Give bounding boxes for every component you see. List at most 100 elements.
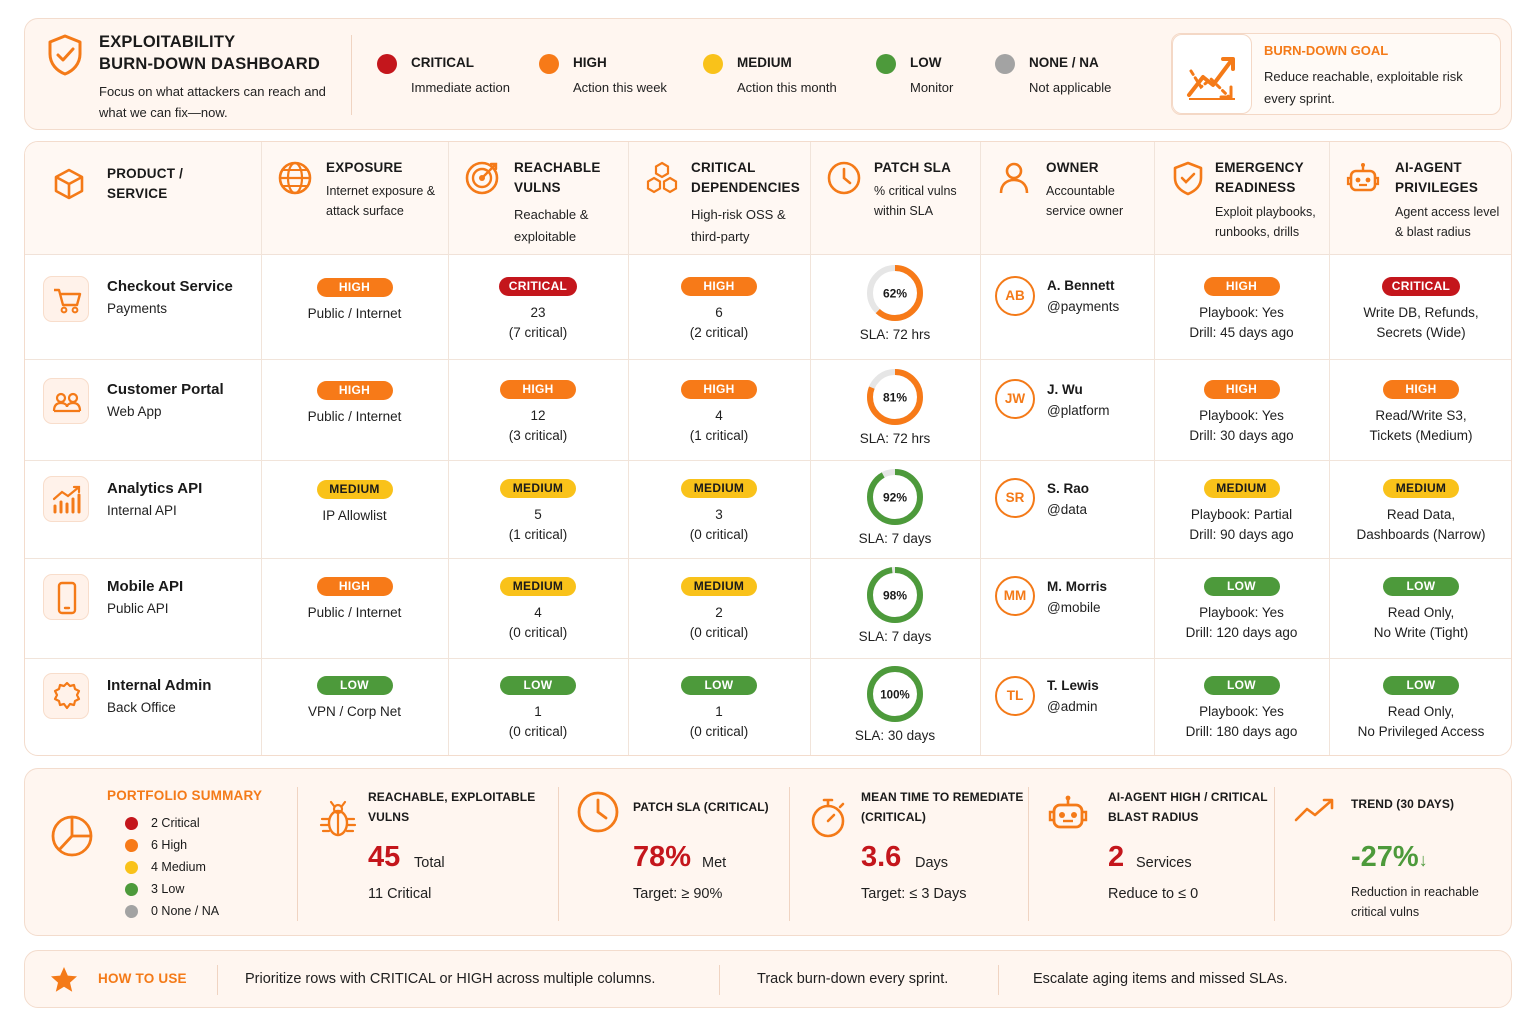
agent-scope-text: No Privileged Access xyxy=(1357,724,1485,739)
agent-scope-text: Dashboards (Narrow) xyxy=(1356,527,1486,542)
severity-badge: HIGH xyxy=(316,381,393,400)
readiness-cell: HIGH Playbook: Yes Drill: 30 days ago xyxy=(1154,380,1329,446)
legend-label: NONE / NA xyxy=(1029,55,1099,70)
readiness-cell: LOW Playbook: Yes Drill: 180 days ago xyxy=(1154,676,1329,742)
severity-badge: MEDIUM xyxy=(316,480,393,499)
agent-scope-text: Secrets (Wide) xyxy=(1376,325,1466,340)
deps-cell: MEDIUM 3 (0 critical) xyxy=(628,479,810,545)
divider xyxy=(1274,787,1275,921)
vuln-count: 5 xyxy=(534,507,542,522)
kpi-title: PATCH SLA (CRITICAL) xyxy=(633,800,769,814)
product-name: Customer Portal xyxy=(107,381,224,398)
column-header-readiness: EMERGENCY READINESS Exploit playbooks, r… xyxy=(1154,142,1329,255)
column-divider xyxy=(628,142,629,755)
dot-icon xyxy=(377,54,397,74)
column-divider xyxy=(980,142,981,755)
column-header-exposure: EXPOSURE Internet exposure & attack surf… xyxy=(261,142,448,255)
avatar: JW xyxy=(995,379,1035,419)
dep-count: 2 xyxy=(715,605,723,620)
severity-badge: MEDIUM xyxy=(681,479,757,498)
row-divider xyxy=(25,558,1511,559)
divider xyxy=(351,35,352,115)
owner-name[interactable]: J. Wu xyxy=(1047,382,1083,397)
vulns-cell: MEDIUM 5 (1 critical) xyxy=(448,479,628,545)
title-line-2: BURN-DOWN DASHBOARD xyxy=(99,55,321,73)
vuln-critical: (1 critical) xyxy=(508,527,568,542)
sla-text: SLA: 7 days xyxy=(858,531,932,546)
playbook-text: Playbook: Yes xyxy=(1199,408,1284,423)
page-title: EXPLOITABILITY BURN-DOWN DASHBOARD xyxy=(99,31,320,75)
drill-text: Drill: 120 days ago xyxy=(1185,625,1298,640)
owner-handle[interactable]: @platform xyxy=(1047,403,1110,418)
summary-legend-text: 6 High xyxy=(151,838,188,852)
dep-critical: (2 critical) xyxy=(689,325,749,340)
vuln-count: 1 xyxy=(534,704,542,719)
owner-handle[interactable]: @admin xyxy=(1047,699,1098,714)
column-title: AI-AGENT PRIVILEGES xyxy=(1395,160,1479,195)
sla-progress-ring: 81% xyxy=(867,369,923,425)
cell-text: Public / Internet xyxy=(307,306,402,321)
vuln-critical: (0 critical) xyxy=(508,625,568,640)
owner-name[interactable]: M. Morris xyxy=(1047,579,1108,594)
owner-handle[interactable]: @data xyxy=(1047,502,1087,517)
owner-name[interactable]: T. Lewis xyxy=(1047,678,1099,693)
robot-icon xyxy=(1346,163,1380,192)
product-icon-frame xyxy=(43,276,89,322)
exposure-cell: HIGH Public / Internet xyxy=(261,278,448,324)
product-icon-frame xyxy=(43,378,89,424)
divider xyxy=(1028,787,1029,921)
arrow-down-icon: ↓ xyxy=(1418,850,1428,870)
product-subtitle: Internal API xyxy=(107,503,177,518)
dep-count: 4 xyxy=(715,408,723,423)
hexagons-icon xyxy=(646,161,678,194)
dashboard-header: EXPLOITABILITY BURN-DOWN DASHBOARD Focus… xyxy=(24,18,1512,130)
sla-cell: 62% SLA: 72 hrs xyxy=(810,263,980,342)
severity-badge: MEDIUM xyxy=(500,577,576,596)
exposure-cell: HIGH Public / Internet xyxy=(261,577,448,623)
owner-handle[interactable]: @mobile xyxy=(1047,600,1101,615)
severity-badge: HIGH xyxy=(1203,277,1280,296)
cell-text: IP Allowlist xyxy=(322,508,387,523)
deps-cell: LOW 1 (0 critical) xyxy=(628,676,810,742)
how-to-use-bar: HOW TO USE Prioritize rows with CRITICAL… xyxy=(24,950,1512,1008)
trend-value-group: -27%↓ xyxy=(1351,841,1428,874)
severity-badge: HIGH xyxy=(1383,380,1459,399)
owner-name[interactable]: A. Bennett xyxy=(1047,278,1115,293)
avatar: AB xyxy=(995,276,1035,316)
sla-percent: 81% xyxy=(883,391,907,405)
severity-badge: LOW xyxy=(1203,577,1280,596)
agent-access-text: Write DB, Refunds, xyxy=(1363,305,1479,320)
playbook-text: Playbook: Yes xyxy=(1199,605,1284,620)
goal-icon-frame xyxy=(1172,34,1252,114)
column-title: PATCH SLA xyxy=(874,160,952,175)
summary-legend-text: 0 None / NA xyxy=(151,904,220,918)
dot-icon xyxy=(125,883,138,896)
kpi-sub: Target: ≥ 90% xyxy=(633,886,723,902)
kpi-title: REACHABLE, EXPLOITABLE xyxy=(368,790,536,804)
product-subtitle: Back Office xyxy=(107,700,176,715)
owner-name[interactable]: S. Rao xyxy=(1047,481,1090,496)
column-divider xyxy=(810,142,811,755)
exposure-cell: LOW VPN / Corp Net xyxy=(261,676,448,722)
agent-cell: MEDIUM Read Data, Dashboards (Narrow) xyxy=(1329,479,1511,545)
agent-cell: CRITICAL Write DB, Refunds, Secrets (Wide… xyxy=(1329,277,1511,343)
playbook-text: Playbook: Yes xyxy=(1199,305,1284,320)
trend-text: Reduction in reachable xyxy=(1351,885,1479,899)
exposure-cell: HIGH Public / Internet xyxy=(261,381,448,427)
sla-text: SLA: 7 days xyxy=(858,629,932,644)
bug-icon xyxy=(319,800,357,837)
column-divider xyxy=(261,142,262,755)
column-title: OWNER xyxy=(1046,160,1099,175)
agent-access-text: Read Data, xyxy=(1386,507,1456,522)
dep-critical: (0 critical) xyxy=(689,527,749,542)
kpi-title: MEAN TIME TO REMEDIATE xyxy=(861,790,1024,804)
drill-text: Drill: 45 days ago xyxy=(1189,325,1294,340)
stopwatch-icon xyxy=(811,798,845,838)
cube-icon xyxy=(54,168,84,200)
row-divider xyxy=(25,359,1511,360)
column-subtitle: High-risk OSS & third-party xyxy=(691,207,786,244)
trend-value: -27% xyxy=(1351,841,1419,873)
summary-legend-text: 4 Medium xyxy=(151,860,206,874)
vulns-cell: LOW 1 (0 critical) xyxy=(448,676,628,742)
owner-handle[interactable]: @payments xyxy=(1047,299,1120,314)
